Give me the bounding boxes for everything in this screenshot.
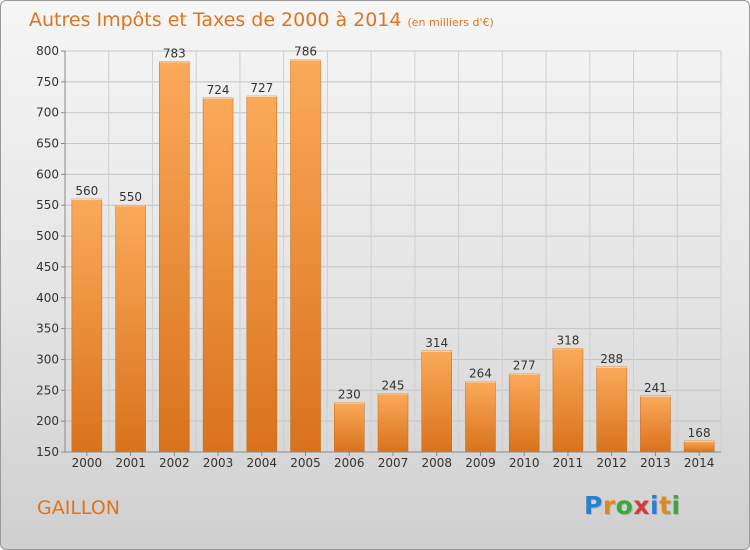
data-label: 727 [250, 81, 273, 95]
data-label: 560 [75, 184, 98, 198]
data-label: 550 [119, 190, 142, 204]
title-text: Autres Impôts et Taxes de 2000 à 2014 [29, 9, 402, 31]
chart-subtitle: (en milliers d'€) [407, 16, 494, 29]
x-tick-label: 2001 [115, 456, 146, 470]
data-label: 724 [207, 83, 230, 97]
data-label: 230 [338, 388, 361, 402]
bar [465, 381, 496, 453]
y-tick-label: 300 [36, 352, 59, 366]
y-tick-label: 400 [36, 291, 59, 305]
bar [683, 440, 715, 453]
y-tick-label: 250 [36, 383, 59, 397]
x-tick-label: 2011 [553, 456, 584, 470]
x-tick-label: 2009 [465, 456, 496, 470]
x-tick-label: 2002 [159, 456, 190, 470]
logo-letter: t [659, 491, 672, 520]
y-tick-label: 550 [36, 198, 59, 212]
logo-letter: P [584, 491, 603, 520]
x-tick-label: 2003 [203, 456, 234, 470]
bar [640, 395, 671, 453]
y-tick-label: 650 [36, 137, 59, 151]
x-tick-label: 2013 [640, 456, 671, 470]
data-label: 783 [163, 46, 186, 60]
y-tick-label: 800 [36, 44, 59, 58]
x-tick-label: 2010 [509, 456, 540, 470]
x-tick-label: 2008 [421, 456, 452, 470]
data-label: 168 [688, 426, 711, 440]
proxiti-logo: Proxiti [584, 491, 681, 520]
bar [290, 59, 321, 453]
y-tick-label: 200 [36, 414, 59, 428]
x-tick-label: 2000 [72, 456, 103, 470]
bar [596, 366, 627, 453]
y-tick-label: 700 [36, 106, 59, 120]
logo-letter: x [633, 491, 650, 520]
bar [71, 198, 103, 453]
data-label: 245 [382, 378, 405, 392]
logo-letter: o [615, 491, 634, 520]
data-label: 314 [425, 336, 448, 350]
data-label: 318 [556, 333, 579, 347]
bar [377, 393, 409, 453]
bar [421, 350, 452, 453]
y-tick-label: 150 [36, 445, 59, 459]
bar [202, 97, 234, 453]
x-tick-label: 2004 [247, 456, 278, 470]
y-tick-label: 750 [36, 75, 59, 89]
bar [508, 373, 540, 453]
bar [334, 402, 365, 453]
x-tick-label: 2005 [290, 456, 321, 470]
bar [552, 348, 584, 453]
logo-letter: i [671, 491, 681, 520]
x-tick-label: 2014 [684, 456, 715, 470]
data-label: 241 [644, 381, 667, 395]
bar [246, 95, 278, 453]
x-tick-label: 2007 [378, 456, 409, 470]
x-tick-label: 2006 [334, 456, 365, 470]
bar [115, 204, 146, 453]
data-label: 264 [469, 367, 492, 381]
x-tick-label: 2012 [596, 456, 627, 470]
chart-title: Autres Impôts et Taxes de 2000 à 2014 (en… [29, 9, 494, 31]
logo-letter: r [602, 491, 616, 520]
data-label: 288 [600, 352, 623, 366]
town-name: GAILLON [37, 497, 120, 519]
y-tick-label: 600 [36, 167, 59, 181]
y-tick-label: 500 [36, 229, 59, 243]
y-tick-label: 350 [36, 322, 59, 336]
y-tick-label: 450 [36, 260, 59, 274]
data-label: 786 [294, 45, 317, 59]
logo-letter: i [650, 491, 660, 520]
data-label: 277 [513, 359, 536, 373]
bar [159, 61, 190, 453]
